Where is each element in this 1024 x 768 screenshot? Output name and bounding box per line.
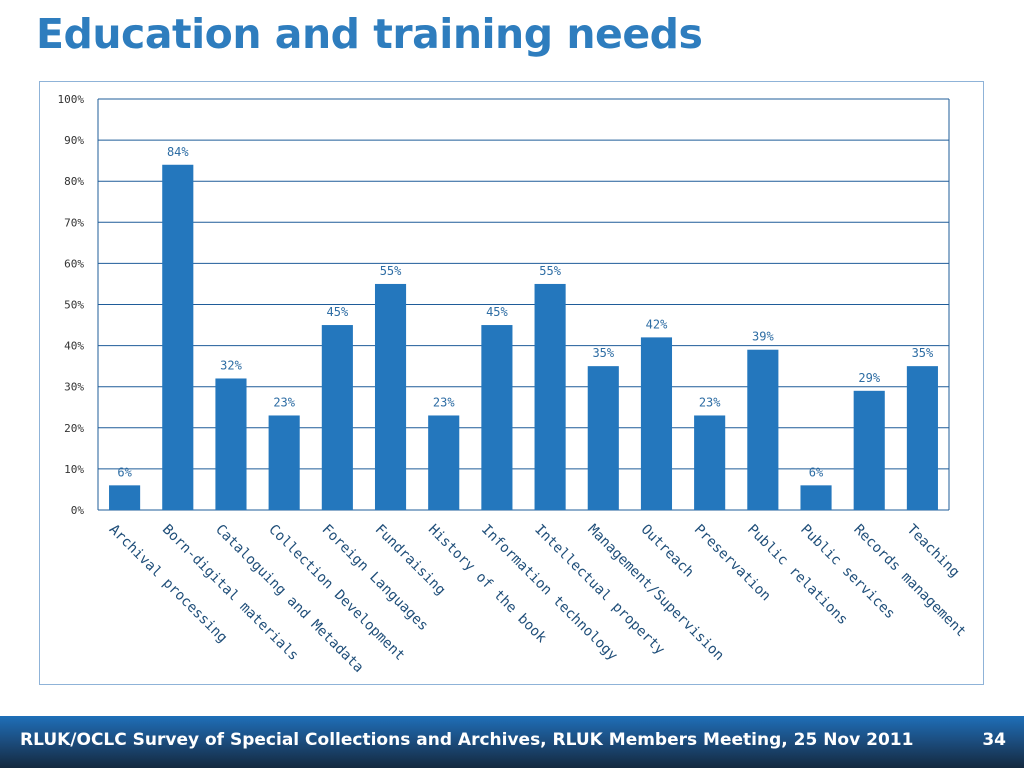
bar — [215, 378, 247, 510]
bar — [534, 283, 566, 510]
data-label: 6% — [809, 465, 824, 479]
data-label: 45% — [486, 305, 508, 319]
data-label: 55% — [380, 264, 402, 278]
data-label: 45% — [327, 305, 349, 319]
y-tick-label: 40% — [64, 340, 84, 353]
bar — [321, 325, 353, 510]
y-tick-label: 90% — [64, 134, 84, 147]
bar — [694, 415, 726, 510]
y-tick-label: 100% — [58, 93, 85, 106]
bar — [853, 390, 885, 510]
chart-frame: 0% 10% 20% 30% 40% 50% 60% 70% 80% 90% 100% 6% Archi… — [39, 81, 984, 685]
data-label: 32% — [220, 358, 242, 372]
y-tick-label: 70% — [64, 216, 84, 229]
bar — [800, 485, 832, 510]
y-tick-label: 60% — [64, 257, 84, 270]
x-tick-label: Public relations — [744, 522, 851, 629]
x-tick-label: Public services — [797, 522, 898, 623]
data-label: 23% — [273, 395, 295, 409]
data-label: 23% — [433, 395, 455, 409]
data-label: 84% — [167, 145, 189, 159]
bar-chart: 0%10%20%30%40%50%60%70%80%90%100%6%Archi… — [58, 93, 969, 676]
data-label: 42% — [646, 317, 668, 331]
bar — [428, 415, 460, 510]
y-tick-label: 20% — [64, 422, 84, 435]
data-label: 39% — [752, 330, 774, 344]
data-label: 35% — [912, 346, 934, 360]
bar — [374, 283, 407, 510]
data-label: 6% — [117, 465, 132, 479]
y-tick-label: 80% — [64, 175, 84, 188]
data-label: 35% — [592, 346, 614, 360]
bar — [587, 366, 619, 510]
y-tick-label: 10% — [64, 463, 84, 476]
y-tick-label: 30% — [64, 381, 84, 394]
slide-title: Education and training needs — [36, 10, 703, 58]
page-number: 34 — [982, 730, 1006, 750]
bar — [268, 415, 300, 510]
bar — [747, 349, 779, 510]
y-tick-label: 50% — [64, 299, 84, 312]
data-label: 55% — [539, 264, 561, 278]
bar — [162, 164, 194, 510]
y-tick-label: 0% — [71, 504, 85, 517]
data-label: 29% — [858, 371, 880, 385]
data-label: 23% — [699, 395, 721, 409]
x-tick-label: Foreign Languages — [319, 522, 432, 635]
bar — [109, 485, 141, 510]
bar — [640, 337, 673, 510]
bar — [481, 325, 513, 510]
footer-bar: RLUK/OCLC Survey of Special Collections … — [0, 716, 1024, 768]
bar — [906, 366, 938, 510]
footer-text: RLUK/OCLC Survey of Special Collections … — [20, 730, 914, 750]
